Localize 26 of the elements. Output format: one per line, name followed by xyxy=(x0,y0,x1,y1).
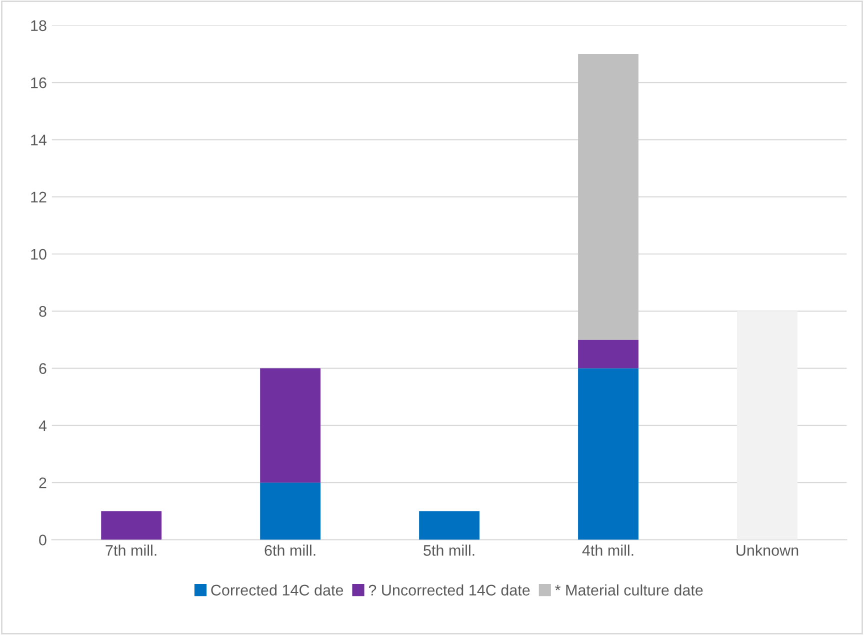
y-tick-label: 14 xyxy=(31,134,47,146)
y-tick-label: 10 xyxy=(31,248,46,260)
y-tick-label: 8 xyxy=(39,306,46,317)
y-tick-label: 12 xyxy=(31,192,46,202)
y-tick-label: 16 xyxy=(31,77,46,88)
legend-label: ? Uncorrected 14C date xyxy=(368,584,530,596)
bar xyxy=(578,368,638,540)
y-tick-label: 18 xyxy=(31,20,46,32)
bar xyxy=(419,511,480,540)
bar xyxy=(101,511,162,540)
x-tick-label: Unknown xyxy=(736,544,798,556)
bar xyxy=(578,54,638,340)
bar xyxy=(260,368,321,483)
x-tick-label: 7th mill. xyxy=(106,544,156,556)
y-tick-label: 4 xyxy=(38,420,47,431)
legend-label: * Material culture date xyxy=(555,584,703,596)
bar xyxy=(578,340,638,368)
legend-label: Corrected 14C date xyxy=(211,584,344,596)
y-tick-label: 6 xyxy=(39,363,46,374)
x-tick-label: 5th mill. xyxy=(424,544,474,556)
bar xyxy=(260,482,321,540)
x-tick-label: 4th mill. xyxy=(582,544,634,556)
y-tick-label: 2 xyxy=(39,477,46,488)
y-tick-label: 0 xyxy=(39,534,46,546)
bar xyxy=(737,311,798,540)
x-tick-label: 6th mill. xyxy=(264,544,316,556)
